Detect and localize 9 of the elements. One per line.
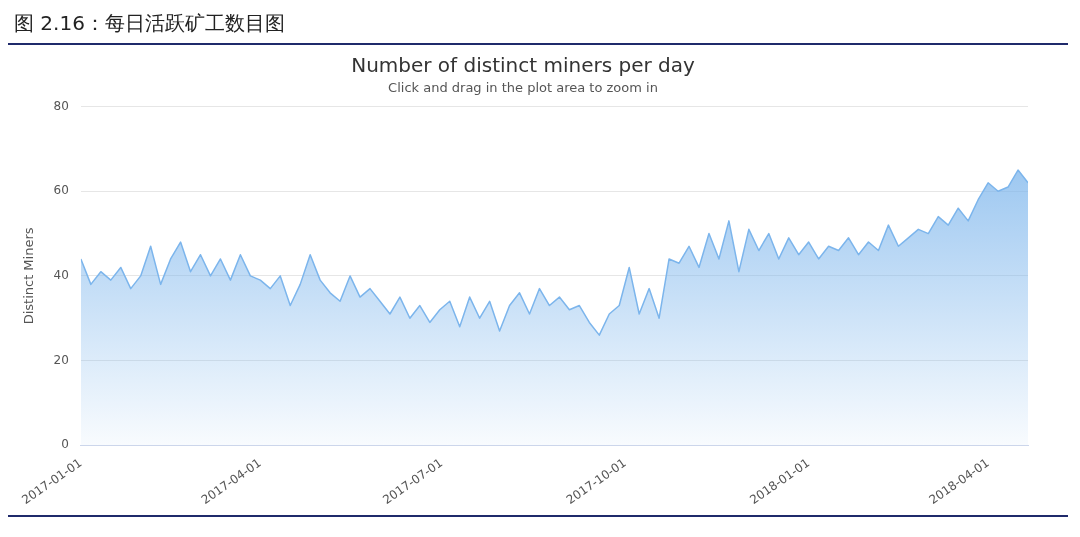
caption: 图 2.16：每日活跃矿工数目图 — [8, 8, 1068, 45]
y-tick-label: 80 — [53, 98, 69, 113]
y-tick-label: 0 — [61, 437, 69, 452]
y-axis-title: Distinct Miners — [21, 227, 37, 325]
y-tick-label: 60 — [53, 183, 69, 198]
y-tick-label: 20 — [53, 352, 69, 367]
y-tick-label: 40 — [53, 268, 69, 283]
chart-subtitle: Click and drag in the plot area to zoom in — [388, 80, 658, 96]
chart-title: Number of distinct miners per day — [351, 53, 695, 78]
